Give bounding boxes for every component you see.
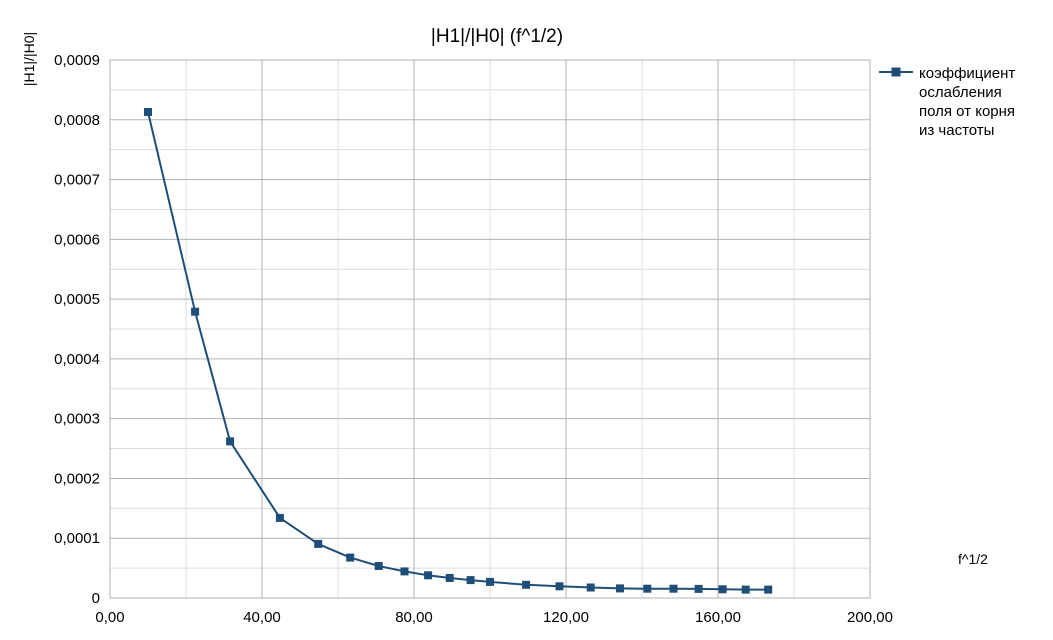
y-axis-label: |H1|/|H0| [21, 32, 37, 86]
data-point [741, 585, 750, 594]
y-tick-label: 0,0006 [54, 231, 100, 248]
series-line [147, 111, 769, 591]
legend-label-line-2: ослабления [919, 84, 1002, 101]
y-tick-label: 0,0001 [54, 530, 100, 547]
y-tick-label: 0,0002 [54, 470, 100, 487]
data-point [191, 307, 200, 316]
x-axis-label: f^1/2 [958, 551, 988, 567]
data-point [445, 574, 454, 582]
data-point [314, 539, 323, 548]
y-axis-ticks: 0 0,0001 0,0002 0,0003 0,0004 0,0005 0,0006 0,0… [54, 52, 100, 607]
x-tick-label: 0,00 [95, 609, 124, 626]
data-point [144, 108, 152, 116]
data-point [275, 513, 284, 522]
y-tick-label: 0,0003 [54, 411, 100, 428]
data-point [522, 580, 531, 589]
chart-title: |H1|/|H0| (f^1/2) [431, 26, 563, 47]
minor-gridlines [110, 60, 870, 598]
data-point [718, 585, 727, 594]
legend-marker-swatch [891, 67, 901, 77]
y-tick-label: 0 [92, 590, 100, 607]
data-point [466, 576, 475, 585]
data-point [555, 582, 564, 591]
y-tick-label: 0,0009 [54, 52, 100, 69]
data-point [694, 584, 703, 593]
data-point [764, 585, 773, 594]
plot-area-border [109, 59, 871, 599]
data-point [424, 571, 433, 580]
data-point [586, 583, 595, 592]
data-point [486, 577, 494, 586]
y-tick-label: 0,0005 [54, 291, 100, 308]
x-tick-label: 160,00 [695, 609, 741, 626]
legend-label-line-3: поля от корня [919, 103, 1015, 120]
x-tick-label: 40,00 [243, 609, 281, 626]
data-point [346, 553, 355, 562]
data-point [643, 584, 652, 593]
legend-label-line-4: из частоты [919, 122, 994, 139]
data-point [226, 437, 235, 446]
legend: коэффициент ослабления поля от корня из … [879, 65, 1015, 139]
y-tick-label: 0,0007 [54, 172, 100, 189]
x-tick-label: 200,00 [847, 609, 893, 626]
x-tick-label: 120,00 [543, 609, 589, 626]
x-axis-ticks: 0,00 40,00 80,00 120,00 160,00 200,00 [95, 609, 893, 626]
y-tick-label: 0,0004 [54, 351, 100, 368]
legend-label-line-1: коэффициент [919, 65, 1015, 82]
x-tick-label: 80,00 [395, 609, 433, 626]
data-point [669, 584, 678, 593]
data-point [400, 567, 409, 576]
series-layer [144, 108, 773, 594]
y-tick-label: 0,0008 [54, 112, 100, 129]
data-point [616, 584, 624, 593]
data-point [374, 562, 383, 570]
